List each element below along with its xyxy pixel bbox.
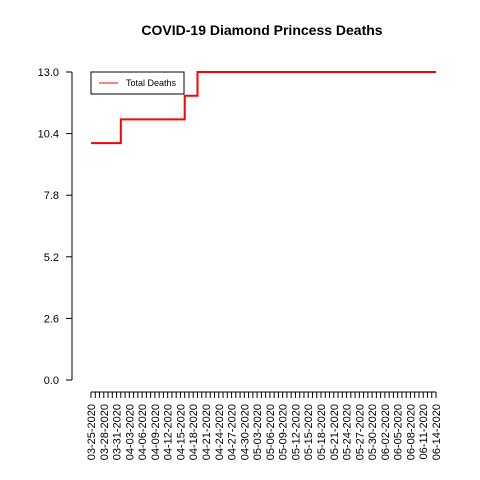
legend: Total Deaths (90, 71, 185, 95)
x-tick-label: 05-21-2020 (329, 404, 341, 460)
x-tick-label: 04-09-2020 (150, 404, 162, 460)
x-tick-label: 04-12-2020 (163, 404, 175, 460)
x-tick-label: 04-30-2020 (239, 404, 251, 460)
x-tick-label: 05-06-2020 (265, 404, 277, 460)
legend-box (90, 71, 185, 95)
chart-title: COVID-19 Diamond Princess Deaths (141, 22, 382, 38)
x-tick-label: 03-28-2020 (99, 404, 111, 460)
x-tick-label: 05-24-2020 (342, 404, 354, 460)
y-tick-label: 7.8 (44, 190, 59, 202)
x-tick-label: 05-18-2020 (316, 404, 328, 460)
series-line-total-deaths (91, 71, 436, 145)
x-tick-label: 05-03-2020 (252, 404, 264, 460)
x-tick-label: 06-14-2020 (431, 404, 443, 460)
y-tick-label: 13.0 (38, 67, 59, 79)
x-tick-label: 06-08-2020 (405, 404, 417, 460)
x-tick-label: 04-24-2020 (214, 404, 226, 460)
x-tick-label: 06-11-2020 (418, 404, 430, 459)
x-tick-label: 03-31-2020 (112, 404, 124, 460)
x-tick-label: 04-15-2020 (175, 404, 187, 460)
plot-area (91, 71, 436, 145)
x-tick-label: 04-27-2020 (227, 404, 239, 460)
x-tick-label: 04-21-2020 (201, 404, 213, 460)
x-tick-label: 06-05-2020 (393, 404, 405, 460)
x-axis: 03-25-2020 03-28-2020 03-31-2020 04-03-2020… (86, 391, 443, 460)
x-tick-label: 03-25-2020 (86, 404, 98, 460)
x-tick-label: 04-03-2020 (124, 404, 136, 460)
y-tick-label: 2.6 (44, 313, 59, 325)
x-tick-label: 06-02-2020 (380, 404, 392, 460)
legend-label-total-deaths: Total Deaths (126, 78, 177, 88)
x-tick-label: 04-18-2020 (188, 404, 200, 460)
x-tick-label: 04-06-2020 (137, 404, 149, 460)
x-tick-label: 05-30-2020 (367, 404, 379, 460)
x-tick-label: 05-27-2020 (354, 404, 366, 460)
y-axis: 0.0 2.6 5.2 7.8 10.4 13.0 (38, 67, 73, 387)
x-tick-label: 05-12-2020 (290, 404, 302, 460)
y-tick-label: 0.0 (44, 375, 59, 387)
x-tick-label: 05-09-2020 (278, 404, 290, 460)
y-tick-label: 10.4 (38, 129, 59, 141)
x-tick-label: 05-15-2020 (303, 404, 315, 460)
y-tick-label: 5.2 (44, 252, 59, 264)
